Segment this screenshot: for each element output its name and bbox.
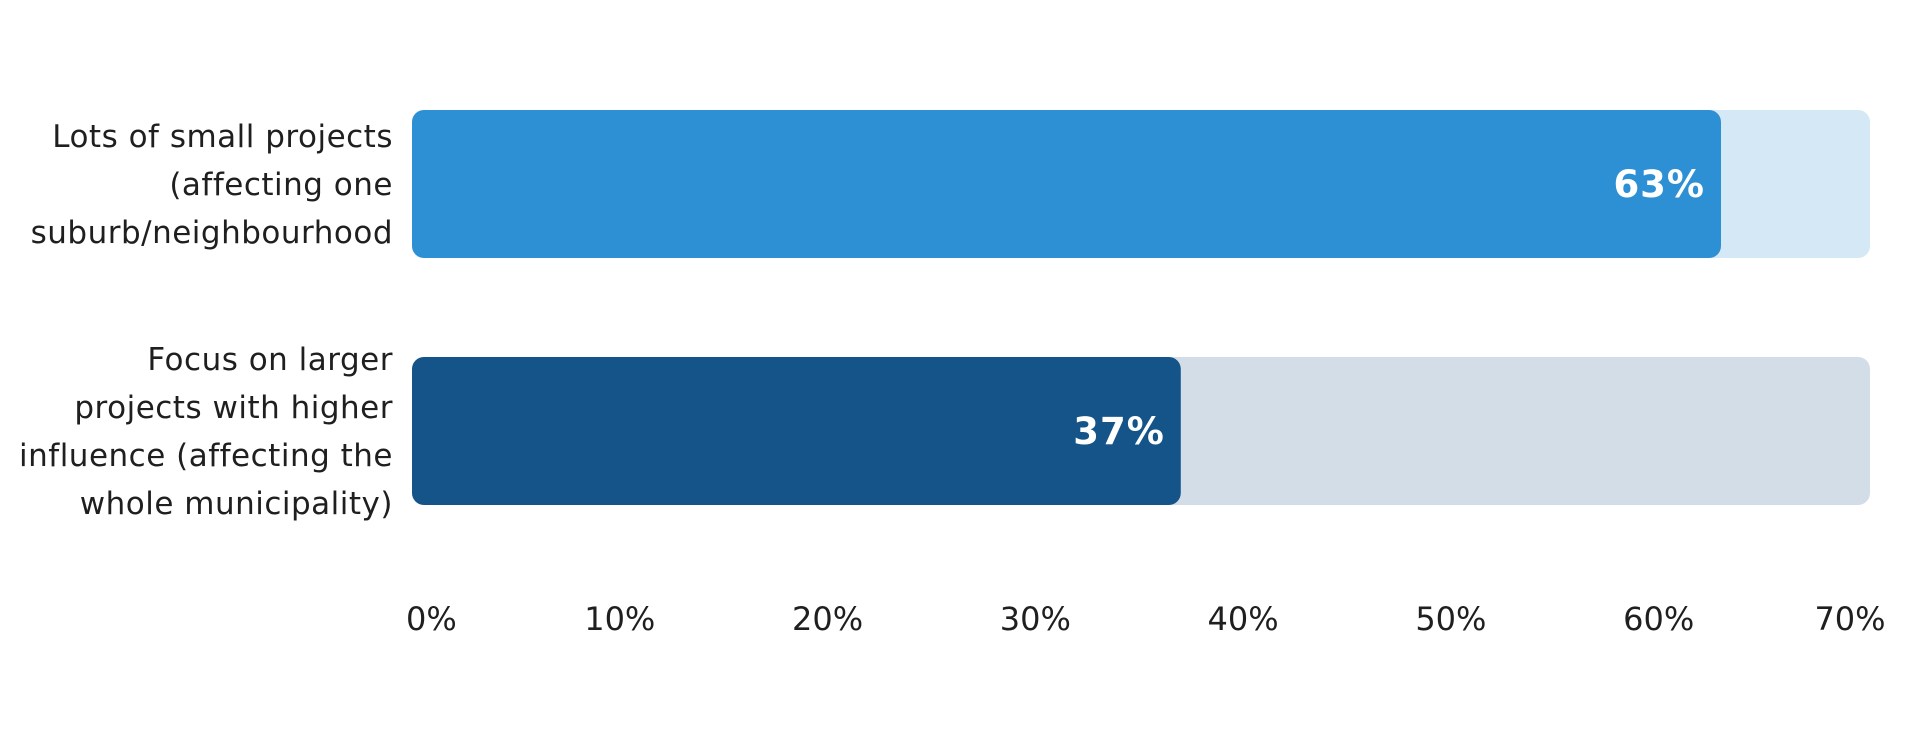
category-label-line: projects with higher <box>74 390 393 426</box>
category-label-line: Focus on larger <box>147 342 393 378</box>
x-tick-label: 50% <box>1415 600 1486 638</box>
category-label-line: (affecting one <box>169 167 393 203</box>
x-tick-label: 10% <box>584 600 655 638</box>
category-label-line: influence (affecting the <box>19 438 393 474</box>
x-tick-label: 40% <box>1208 600 1279 638</box>
bar-2 <box>412 357 1181 505</box>
x-tick-label: 20% <box>792 600 863 638</box>
category-label-line: Lots of small projects <box>52 119 393 155</box>
data-label-1: 63% <box>1613 163 1705 206</box>
x-tick-label: 60% <box>1623 600 1694 638</box>
bars-layer: 63% 37% <box>412 110 1870 505</box>
x-tick-label: 70% <box>1814 600 1885 638</box>
category-label-2: Focus on larger projects with higher influ… <box>19 342 393 522</box>
x-tick-label: 30% <box>1000 600 1071 638</box>
category-label-line: suburb/neighbourhood <box>31 215 393 251</box>
bar-1 <box>412 110 1721 258</box>
category-label-line: whole municipality) <box>80 486 393 522</box>
x-tick-label: 0% <box>406 600 457 638</box>
category-label-1: Lots of small projects (affecting one subu… <box>31 119 393 251</box>
category-labels: Lots of small projects (affecting one subu… <box>19 119 393 522</box>
data-label-2: 37% <box>1073 410 1165 453</box>
x-axis-ticks: 0% 10% 20% 30% 40% 50% 60% 70% <box>406 600 1886 638</box>
